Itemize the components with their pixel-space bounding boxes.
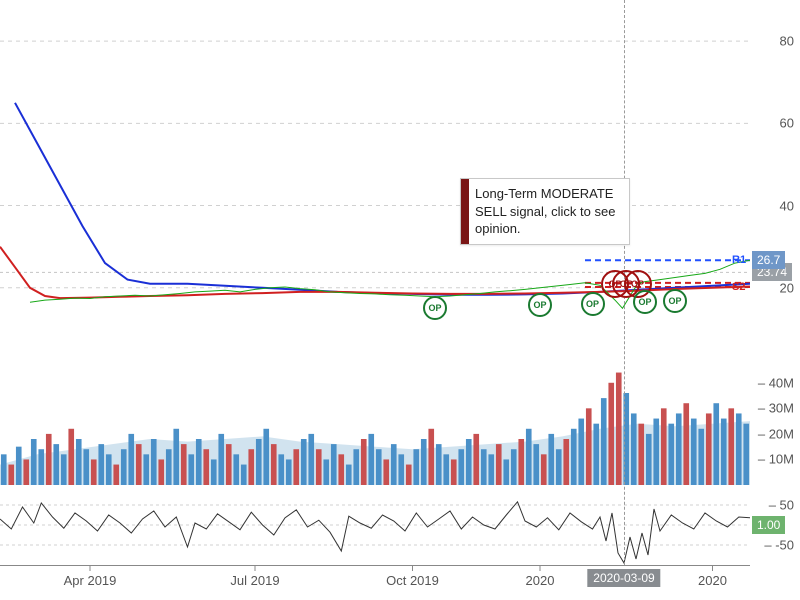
volume-ytick: – 20M: [758, 426, 794, 441]
r1-value: 26.7: [757, 253, 780, 267]
price-chart-panel[interactable]: [0, 0, 750, 370]
opinion-tooltip[interactable]: Long-Term MODERATE SELL signal, click to…: [460, 178, 630, 245]
oscillator-ytick: – -50: [764, 538, 794, 553]
opinion-severity-bar: [461, 179, 469, 244]
crosshair-date-tag: 2020-03-09: [587, 569, 660, 587]
price-yaxis: 20 40 60 80: [750, 0, 800, 370]
oscillator-chart-panel[interactable]: [0, 485, 750, 565]
op-buy-marker[interactable]: OP: [581, 292, 605, 316]
price-ytick: 80: [780, 34, 794, 49]
volume-ytick: – 30M: [758, 401, 794, 416]
time-axis-label: 2020: [698, 573, 727, 588]
crosshair-date-value: 2020-03-09: [593, 571, 654, 585]
time-axis-label: Oct 2019: [386, 573, 439, 588]
opinion-text: Long-Term MODERATE SELL signal, click to…: [461, 179, 629, 244]
r1-label: R1: [732, 254, 746, 266]
price-ytick: 60: [780, 116, 794, 131]
oscillator-value-badge: 1.00: [752, 516, 785, 534]
price-ytick: 40: [780, 198, 794, 213]
price-ytick: 20: [780, 280, 794, 295]
r1-level-badge: 26.7: [752, 251, 785, 269]
volume-yaxis: – 10M – 20M – 30M – 40M: [750, 370, 800, 485]
s2-label: S2: [732, 281, 745, 293]
op-buy-marker[interactable]: OP: [528, 293, 552, 317]
oscillator-ytick: – 50: [769, 498, 794, 513]
op-buy-marker[interactable]: OP: [633, 290, 657, 314]
stock-chart-container: Apr 2019 Jul 2019 Oct 2019 2020 2020 20 40 60 8…: [0, 0, 800, 600]
time-axis-label: Jul 2019: [230, 573, 279, 588]
volume-chart-panel[interactable]: [0, 370, 750, 485]
time-axis-label: 2020: [526, 573, 555, 588]
time-axis-label: Apr 2019: [64, 573, 117, 588]
op-buy-marker[interactable]: OP: [663, 289, 687, 313]
op-buy-marker[interactable]: OP: [423, 296, 447, 320]
oscillator-current-value: 1.00: [757, 518, 780, 532]
volume-ytick: – 40M: [758, 375, 794, 390]
volume-ytick: – 10M: [758, 452, 794, 467]
